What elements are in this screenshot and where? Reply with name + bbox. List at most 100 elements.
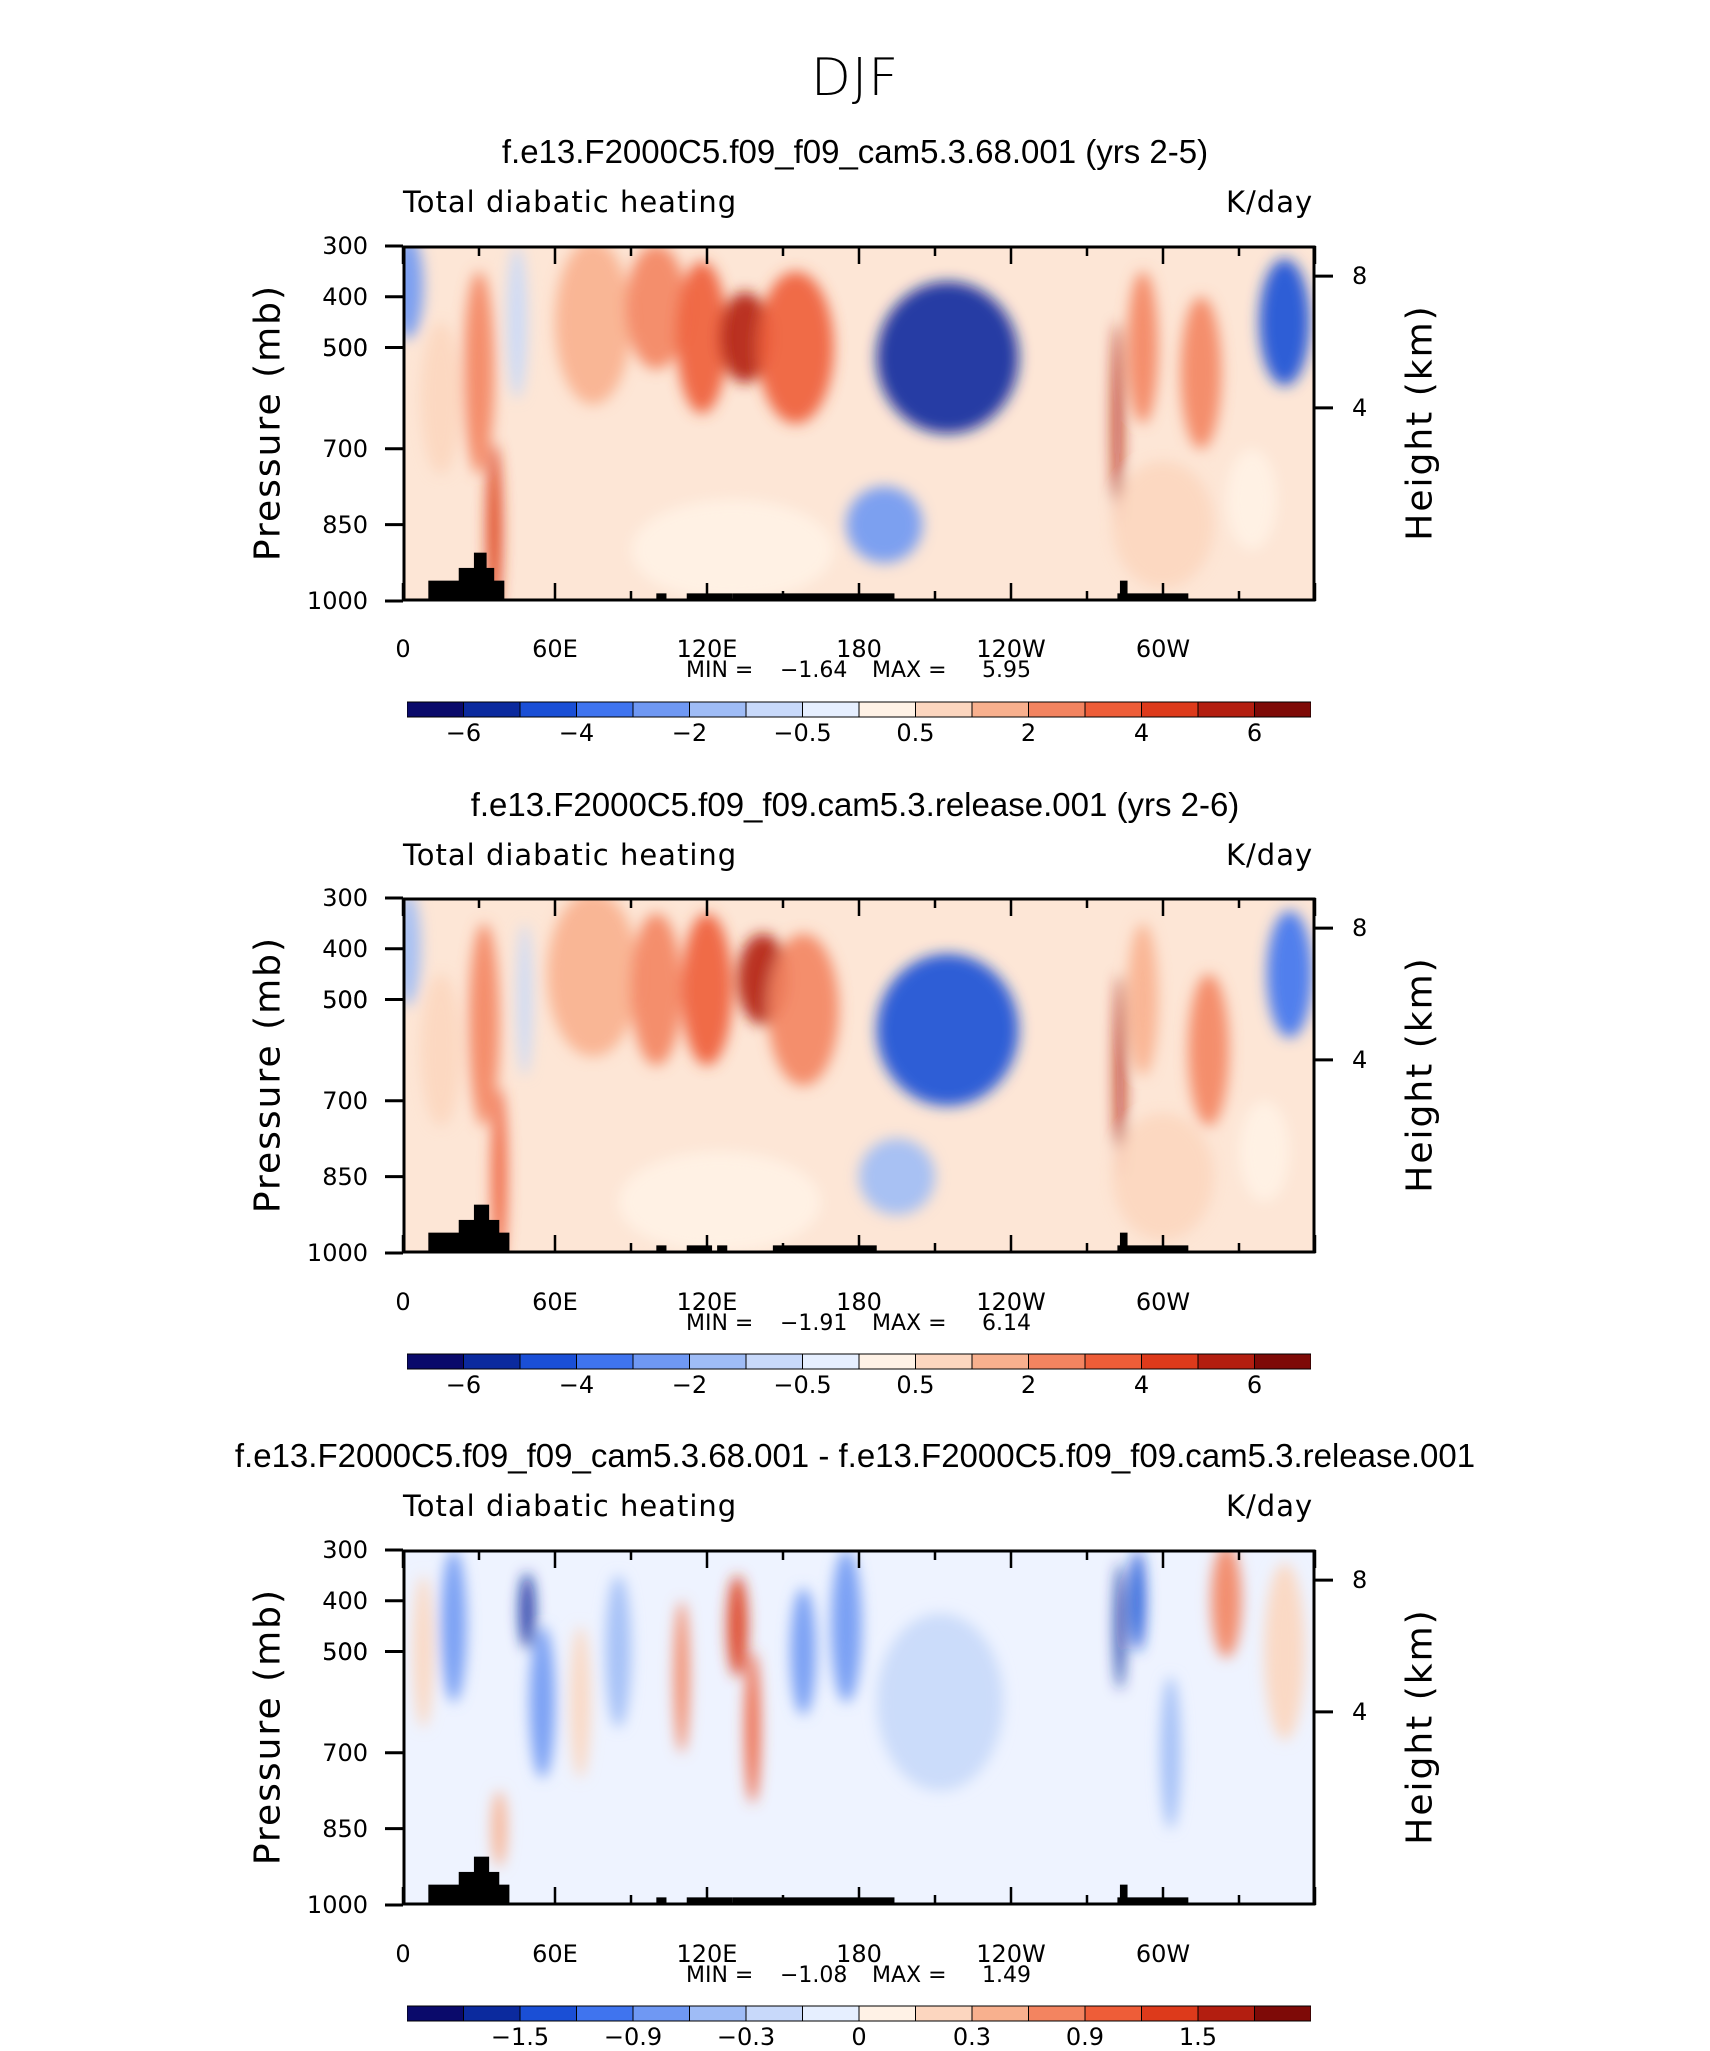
heating-anomaly-cell xyxy=(468,923,500,1127)
colorbar-swatch xyxy=(1254,2005,1311,2022)
colorbar-swatch xyxy=(519,701,577,718)
topography-mask xyxy=(1119,1884,1128,1905)
heating-anomaly-cell xyxy=(420,974,462,1127)
colorbar-tick-label: 2 xyxy=(1020,719,1037,747)
colorbar-tick-label: −0.9 xyxy=(603,2023,663,2051)
longitude-tick-label: 0 xyxy=(395,635,411,663)
heating-anomaly-cell xyxy=(876,281,1019,434)
colorbar-swatch xyxy=(689,1353,747,1370)
pressure-tick-label: 400 xyxy=(322,282,368,311)
heating-anomaly-cell xyxy=(1130,1550,1146,1652)
pressure-tick-label: 500 xyxy=(322,985,368,1014)
colorbar-tick-label: 0.5 xyxy=(896,1371,935,1399)
heating-anomaly-cell xyxy=(767,933,839,1086)
colorbar-swatch xyxy=(1141,1353,1199,1370)
topography-mask xyxy=(656,1897,667,1905)
colorbar-tick-label: 2 xyxy=(1020,1371,1037,1399)
heating-anomaly-cell xyxy=(876,953,1019,1106)
heating-anomaly-cell xyxy=(1264,1562,1305,1741)
colorbar-swatch xyxy=(915,701,973,718)
heating-anomaly-cell xyxy=(441,1550,467,1703)
colorbar-swatch xyxy=(689,701,747,718)
colorbar-swatch xyxy=(858,701,916,718)
colorbar xyxy=(407,1353,1311,1370)
pressure-tick-label: 500 xyxy=(322,1637,368,1666)
pressure-tick-label: 300 xyxy=(322,232,368,260)
colorbar-swatch xyxy=(632,1353,690,1370)
heating-anomaly-cell xyxy=(491,1790,507,1867)
colorbar-swatch xyxy=(1028,2005,1086,2022)
heating-anomaly-cell xyxy=(757,271,834,424)
variable-label: Total diabatic heating xyxy=(403,1489,738,1523)
heating-anomaly-cell xyxy=(403,898,421,1006)
heating-anomaly-cell xyxy=(605,1575,631,1728)
pressure-tick-label: 500 xyxy=(322,333,368,362)
units-label: K/day xyxy=(1226,185,1314,219)
heating-anomaly-cell xyxy=(519,1572,535,1649)
height-tick-label: 8 xyxy=(1352,262,1368,291)
colorbar-swatch xyxy=(858,2005,916,2022)
heating-anomaly-cell xyxy=(631,499,834,601)
colorbar-swatch xyxy=(1141,2005,1199,2022)
colorbar-swatch xyxy=(519,1353,577,1370)
min-label: MIN = xyxy=(686,658,754,683)
longitude-tick-label: 60W xyxy=(1135,635,1191,663)
longitude-tick-label: 60W xyxy=(1135,1288,1191,1316)
longitude-tick-label: 0 xyxy=(395,1940,411,1968)
topography-mask xyxy=(473,1856,490,1905)
colorbar-swatch xyxy=(689,2005,747,2022)
variable-label: Total diabatic heating xyxy=(403,838,738,872)
cross-section-plot xyxy=(385,896,1333,1255)
pressure-tick-label: 700 xyxy=(322,1738,368,1767)
heating-anomaly-cell xyxy=(570,1626,591,1779)
pressure-tick-label: 300 xyxy=(322,1536,368,1564)
colorbar-tick-label: 1.5 xyxy=(1178,2023,1218,2051)
heating-anomaly-cell xyxy=(1259,258,1310,386)
longitude-tick-label: 60E xyxy=(532,1940,578,1968)
colorbar-swatch xyxy=(632,701,690,718)
topography-mask xyxy=(1119,1232,1128,1253)
panel-title: f.e13.F2000C5.f09_f09_cam5.3.68.001 (yrs… xyxy=(501,133,1209,170)
height-axis-label: Height (km) xyxy=(1399,303,1441,541)
height-tick-label: 4 xyxy=(1352,1697,1368,1726)
colorbar-swatch xyxy=(463,701,521,718)
colorbar-swatch xyxy=(858,1353,916,1370)
height-tick-label: 4 xyxy=(1352,1045,1368,1074)
max-value: 6.14 xyxy=(982,1311,1031,1336)
colorbar-tick-label: 4 xyxy=(1133,719,1150,747)
longitude-tick-label: 120W xyxy=(976,635,1046,663)
colorbar-swatch xyxy=(1197,701,1255,718)
colorbar-swatch xyxy=(971,701,1029,718)
max-label: MAX = xyxy=(872,1963,947,1988)
heating-anomaly-cell xyxy=(1112,1113,1214,1241)
figure-title: DJF xyxy=(810,48,900,108)
topography-mask xyxy=(717,1245,728,1253)
heating-anomaly-cell xyxy=(547,898,639,1057)
topography-mask xyxy=(656,1245,667,1253)
colorbar-swatch xyxy=(1084,1353,1142,1370)
longitude-tick-label: 60E xyxy=(532,635,578,663)
colorbar-swatch xyxy=(1028,701,1086,718)
pressure-tick-label: 850 xyxy=(322,1814,368,1843)
heating-anomaly-cell xyxy=(681,913,733,1066)
heating-anomaly-cell xyxy=(420,322,462,475)
topography-mask xyxy=(473,1204,490,1253)
heating-anomaly-cell xyxy=(876,1613,1004,1791)
units-label: K/day xyxy=(1226,838,1314,872)
min-value: −1.08 xyxy=(780,1963,848,1988)
colorbar-swatch xyxy=(1254,701,1311,718)
height-axis-label: Height (km) xyxy=(1399,955,1441,1193)
longitude-tick-label: 60W xyxy=(1135,1940,1191,1968)
heating-anomaly-cell xyxy=(486,443,502,601)
heating-anomaly-cell xyxy=(1127,271,1158,424)
max-value: 5.95 xyxy=(982,658,1031,683)
colorbar-swatch xyxy=(407,2005,464,2022)
pressure-tick-label: 700 xyxy=(322,434,368,463)
min-value: −1.64 xyxy=(780,658,848,683)
heating-anomaly-cell xyxy=(1239,1100,1290,1203)
colorbar-swatch xyxy=(576,2005,634,2022)
heating-anomaly-cell xyxy=(1180,296,1222,449)
pressure-tick-label: 500 xyxy=(322,333,368,362)
topography-mask xyxy=(656,593,667,601)
units-label: K/day xyxy=(1226,1489,1314,1523)
